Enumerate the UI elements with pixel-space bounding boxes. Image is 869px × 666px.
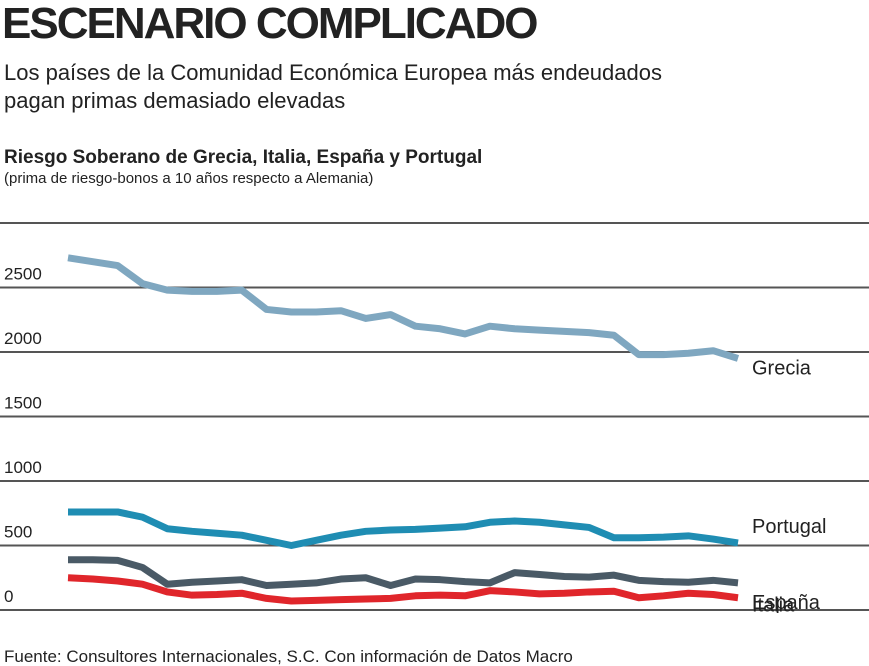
subtitle: Los países de la Comunidad Económica Eur…	[4, 60, 662, 85]
series-line	[68, 556, 739, 589]
series-label: España	[752, 592, 821, 614]
series-line	[68, 508, 739, 549]
y-tick-label: 0	[4, 587, 13, 606]
y-tick-label: 2000	[4, 329, 42, 348]
y-tick-label: 1000	[4, 458, 42, 477]
chart-subtitle: (prima de riesgo-bonos a 10 años respect…	[4, 170, 373, 187]
y-tick-label: 500	[4, 523, 32, 542]
series-label: Italia	[752, 595, 795, 617]
series-line	[67, 254, 740, 362]
series-label: Grecia	[752, 357, 812, 379]
series-line	[67, 574, 739, 605]
chart-title: Riesgo Soberano de Grecia, Italia, Españ…	[4, 147, 482, 168]
series-label: Portugal	[752, 516, 827, 538]
source: Fuente: Consultores Internacionales, S.C…	[4, 647, 573, 666]
subtitle: pagan primas demasiado elevadas	[4, 88, 345, 113]
y-tick-label: 2500	[4, 265, 42, 284]
y-tick-label: 1500	[4, 394, 42, 413]
title: ESCENARIO COMPLICADO	[2, 0, 537, 48]
